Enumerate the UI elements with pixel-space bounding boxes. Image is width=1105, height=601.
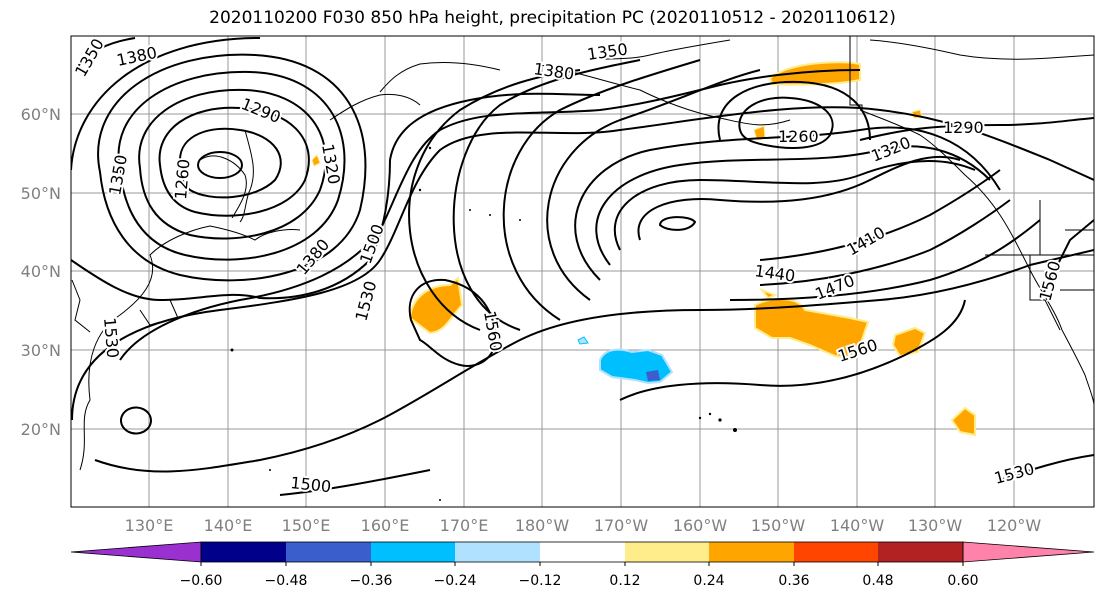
map-border bbox=[70, 35, 1095, 508]
precip-positive-area bbox=[311, 154, 321, 167]
lon-label: 150°W bbox=[751, 516, 806, 535]
colorbar-tick-label: 0.60 bbox=[947, 573, 978, 589]
colorbar-segment bbox=[455, 542, 540, 562]
colorbar-tick-label: −0.24 bbox=[434, 573, 477, 589]
colorbar-tick-label: −0.12 bbox=[519, 573, 562, 589]
precip-positive-area bbox=[768, 61, 861, 86]
coastlines bbox=[71, 36, 1094, 471]
colorbar-tick-label: −0.48 bbox=[265, 573, 308, 589]
contour-label: 1260 bbox=[778, 127, 819, 146]
contour-label: 1530 bbox=[100, 317, 122, 359]
colorbar-segment bbox=[878, 542, 963, 562]
lon-label: 160°W bbox=[673, 516, 728, 535]
colorbar-segment bbox=[625, 542, 709, 562]
colorbar-segment bbox=[794, 542, 878, 562]
lon-label: 130°E bbox=[125, 516, 174, 535]
lat-label: 20°N bbox=[21, 420, 61, 439]
lon-label: 120°W bbox=[987, 516, 1042, 535]
lat-label: 40°N bbox=[21, 262, 61, 281]
colorbar-tick-label: 0.36 bbox=[778, 573, 809, 589]
colorbar-segment bbox=[201, 542, 286, 562]
contour-label: 1260 bbox=[171, 158, 193, 200]
lat-label: 60°N bbox=[21, 105, 61, 124]
islands bbox=[230, 146, 737, 501]
lon-label: 180°W bbox=[515, 516, 570, 535]
colorbar-outline bbox=[200, 541, 964, 563]
precip-negative-area bbox=[577, 336, 589, 345]
colorbar-segment bbox=[540, 542, 625, 562]
colorbar-extend-high bbox=[962, 541, 1095, 563]
precip-shading bbox=[311, 61, 976, 437]
colorbar-extend-low bbox=[70, 541, 202, 563]
colorbar-tick-label: 0.12 bbox=[609, 573, 640, 589]
colorbar-tick-label: −0.60 bbox=[180, 573, 223, 589]
colorbar-segment bbox=[371, 542, 455, 562]
colorbar bbox=[70, 541, 1095, 566]
lon-label: 140°E bbox=[204, 516, 253, 535]
colorbar-tick-label: −0.36 bbox=[350, 573, 393, 589]
colorbar-tick-label: 0.48 bbox=[862, 573, 893, 589]
lon-label: 140°W bbox=[830, 516, 885, 535]
lon-label: 170°E bbox=[440, 516, 489, 535]
colorbar-segment bbox=[286, 542, 371, 562]
lon-label: 170°W bbox=[594, 516, 649, 535]
graticule bbox=[71, 36, 1094, 507]
height-contours bbox=[71, 37, 1094, 496]
longitude-labels: 130°E 140°E 150°E 160°E 170°E 180°W 170°… bbox=[125, 516, 1042, 535]
precip-positive-area bbox=[950, 406, 976, 437]
lat-label: 30°N bbox=[21, 341, 61, 360]
contour-label: 1290 bbox=[943, 118, 984, 137]
precip-positive-area bbox=[408, 276, 464, 335]
map-title: 2020110200 F030 850 hPa height, precipit… bbox=[209, 8, 896, 28]
colorbar-tick-labels: −0.60 −0.48 −0.36 −0.24 −0.12 0.12 0.24 … bbox=[180, 573, 979, 589]
precip-positive-area bbox=[759, 287, 778, 300]
colorbar-segment bbox=[709, 542, 794, 562]
lat-label: 50°N bbox=[21, 184, 61, 203]
latitude-labels: 60°N 50°N 40°N 30°N 20°N bbox=[21, 105, 61, 439]
colorbar-tick-label: 0.24 bbox=[693, 573, 724, 589]
lon-label: 160°E bbox=[361, 516, 410, 535]
lon-label: 130°W bbox=[908, 516, 963, 535]
lon-label: 150°E bbox=[282, 516, 331, 535]
precip-negative-area bbox=[646, 370, 660, 381]
